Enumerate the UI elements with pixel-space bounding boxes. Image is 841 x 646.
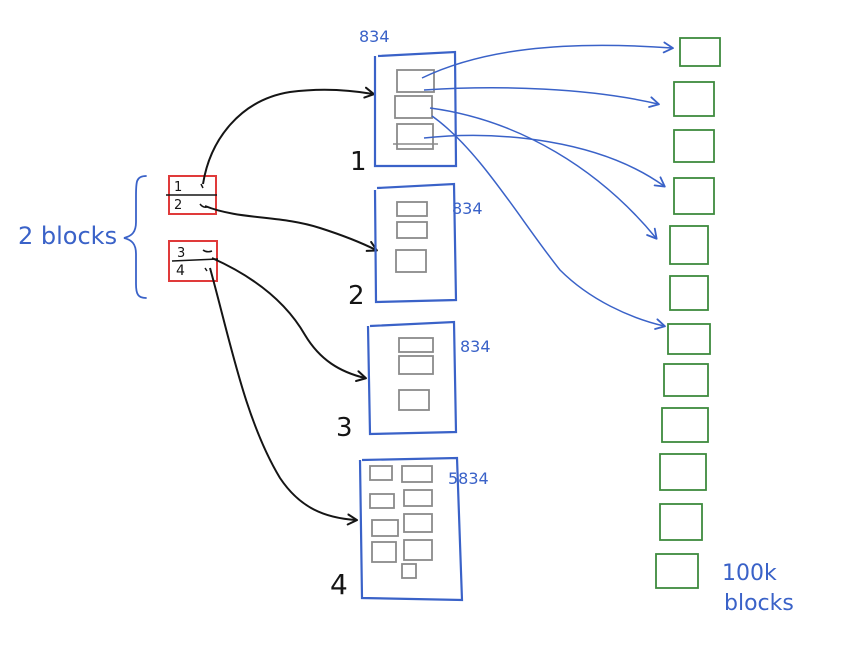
arrow-to-block-1 bbox=[202, 86, 375, 185]
green-block bbox=[663, 363, 709, 397]
blue-arrow-3 bbox=[423, 134, 666, 188]
green-block bbox=[659, 503, 703, 541]
index-entry-2: 2 bbox=[174, 198, 182, 213]
block-4-count: 5834 bbox=[448, 469, 489, 488]
green-block bbox=[673, 177, 715, 215]
green-block bbox=[659, 453, 707, 491]
block-2-number: 2 bbox=[348, 281, 365, 311]
green-block bbox=[667, 323, 711, 355]
blue-arrow-4 bbox=[429, 107, 658, 240]
middle-block-4: 5834 4 bbox=[330, 456, 489, 602]
right-label-line2: blocks bbox=[724, 591, 794, 616]
index-entry-3: 3 bbox=[177, 246, 185, 261]
arrow-to-block-4 bbox=[209, 267, 358, 526]
index-entry-4: 4 bbox=[176, 263, 185, 279]
green-block bbox=[669, 225, 709, 265]
middle-block-1: 834 1 bbox=[350, 27, 458, 177]
blue-arrow-2 bbox=[423, 87, 660, 108]
block-1-number: 1 bbox=[350, 147, 367, 177]
middle-block-3: 834 3 bbox=[336, 320, 491, 443]
block-4-number: 4 bbox=[330, 568, 348, 601]
blue-arrow-5 bbox=[431, 115, 666, 330]
right-label-line1: 100k bbox=[722, 561, 777, 586]
arrow-to-block-3 bbox=[211, 257, 367, 382]
blue-arrow-1 bbox=[421, 41, 674, 79]
block-3-number: 3 bbox=[336, 413, 353, 443]
block-3-count: 834 bbox=[460, 337, 491, 356]
green-blocks-column bbox=[655, 37, 721, 589]
block-1-count: 834 bbox=[359, 27, 390, 46]
middle-block-2: 834 2 bbox=[348, 182, 483, 311]
green-block bbox=[673, 129, 715, 163]
arrow-to-block-2 bbox=[204, 205, 378, 252]
green-block bbox=[669, 275, 709, 311]
green-block bbox=[655, 553, 699, 589]
green-block bbox=[679, 37, 721, 67]
index-block-bottom: 3 4 bbox=[168, 240, 219, 282]
index-block-top: 1 2 bbox=[166, 175, 217, 215]
green-block bbox=[661, 407, 709, 443]
green-block bbox=[673, 81, 715, 117]
left-label: 2 blocks bbox=[18, 222, 117, 250]
block-2-count: 834 bbox=[452, 199, 483, 218]
left-brace bbox=[123, 175, 147, 299]
index-entry-1: 1 bbox=[174, 180, 182, 195]
